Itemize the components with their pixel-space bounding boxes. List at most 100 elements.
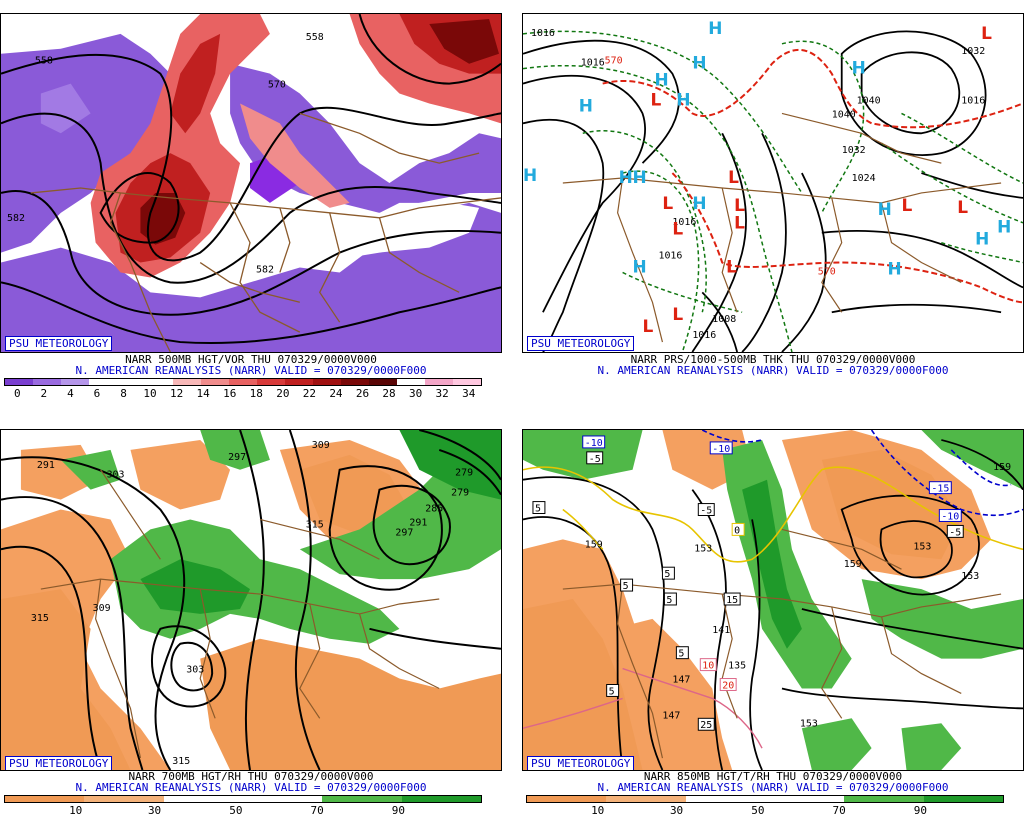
isobar-label: 1016	[961, 95, 985, 106]
moist-region	[742, 479, 802, 649]
colorbar-ticks: 10 30 50 70 90	[526, 805, 1004, 817]
dry-region	[821, 449, 962, 560]
moist-region	[110, 519, 400, 644]
colorbar-swatch	[425, 379, 453, 385]
colorbar-swatch	[117, 379, 145, 385]
contour-label: 279	[451, 488, 469, 499]
colorbar-swatch	[453, 379, 481, 385]
svg-text:H: H	[692, 193, 706, 213]
contour-label: 303	[107, 470, 125, 481]
colorbar-tick-label: 32	[435, 387, 449, 399]
panel-850mb-temp-rh: 159 153 159 153 147 141 153 135 147 153 …	[522, 421, 1024, 819]
colorbar-tick-label: 50	[229, 804, 243, 817]
svg-text:H: H	[997, 217, 1011, 237]
isobar-label: 1024	[852, 173, 876, 184]
colorbar-swatch	[173, 379, 201, 385]
svg-text:L: L	[672, 304, 683, 324]
contour-label: 279	[455, 468, 473, 479]
temp-label: 10	[702, 661, 714, 672]
isobar-label: 1032	[842, 145, 866, 156]
colorbar-swatch	[313, 379, 341, 385]
dry-region	[200, 638, 501, 770]
colorbar-swatch	[229, 379, 257, 385]
isobar-label: 1008	[712, 314, 736, 325]
contour-label: 297	[395, 527, 413, 538]
temp-label: 5	[664, 569, 670, 580]
moist-region	[60, 449, 121, 490]
temp-label: 25	[700, 720, 712, 731]
psu-badge: PSU METEOROLOGY	[527, 756, 635, 770]
temp-label: 5	[535, 504, 541, 515]
colorbar-swatch	[89, 379, 117, 385]
contour-label: 291	[409, 517, 427, 528]
contour-label: 147	[672, 675, 690, 686]
moist-region	[801, 718, 872, 770]
isobar-label: 1016	[692, 330, 716, 341]
map-pressure: 1016 1016 1032 1040 1040 1016 1032 1024 …	[522, 13, 1024, 353]
isobar-label: 1032	[961, 46, 985, 57]
contour-label: 153	[961, 571, 979, 582]
colorbar-tick-label: 28	[382, 387, 396, 399]
contour-label: 153	[694, 543, 712, 554]
high-pressure-centers: HHH HHH H HH HHH HH H	[523, 18, 1011, 279]
isobar-label: 1040	[832, 109, 856, 120]
colorbar-swatch	[685, 796, 765, 802]
colorbar-swatch	[369, 379, 397, 385]
svg-text:H: H	[692, 53, 706, 73]
isobar-label: 1016	[658, 251, 682, 262]
colorbar-swatch	[401, 796, 481, 802]
colorbar-swatch	[527, 796, 607, 802]
contour-label: 153	[913, 541, 931, 552]
svg-text:L: L	[981, 23, 992, 43]
panel-caption: NARR 500MB HGT/VOR THU 070329/0000V000	[125, 353, 377, 366]
temp-label: -10	[585, 438, 603, 449]
isobar-label: 1016	[531, 28, 555, 39]
colorbar-tick-label: 4	[67, 387, 74, 399]
colorbar-tick-label: 26	[355, 387, 370, 399]
contour-label: 558	[306, 32, 324, 43]
contour-label: 303	[186, 665, 204, 676]
colorbar	[4, 378, 482, 386]
colorbar-tick-label: 90	[913, 804, 927, 817]
rh850-map: 159 153 159 153 147 141 153 135 147 153 …	[523, 430, 1023, 770]
contour-label: 309	[93, 603, 111, 614]
contour-label: 558	[35, 56, 53, 67]
vor-positive-region	[240, 103, 350, 208]
colorbar-tick-label: 10	[69, 804, 83, 817]
isobar-label: 1040	[857, 95, 881, 106]
contour-label: 315	[306, 519, 324, 530]
psu-badge: PSU METEOROLOGY	[527, 336, 635, 351]
dry-region	[523, 599, 643, 770]
vor-negative-region	[40, 83, 91, 134]
contour-label: 285	[425, 504, 443, 515]
colorbar-swatch	[844, 796, 924, 802]
svg-text:L: L	[734, 213, 745, 233]
colorbar-swatch	[145, 379, 173, 385]
colorbar-tick-label: 50	[751, 804, 765, 817]
pressure-map: 1016 1016 1032 1040 1040 1016 1032 1024 …	[523, 18, 1023, 352]
svg-text:H: H	[633, 167, 647, 187]
colorbar-swatch	[61, 379, 89, 385]
contour-label: 291	[37, 460, 55, 471]
colorbar-swatch	[397, 379, 425, 385]
temp-label: 5	[623, 581, 629, 592]
colorbar-tick-label: 70	[832, 804, 846, 817]
temp-label: 5	[678, 649, 684, 660]
panel-valid-caption: N. AMERICAN REANALYSIS (NARR) VALID = 07…	[75, 364, 427, 377]
colorbar-tick-label: 34	[462, 387, 476, 399]
temp-label: -5	[949, 527, 961, 538]
temperature-labels: -10 -5 -10 5 -5 0 -15 -10 -5 5 5 5 15 10…	[532, 435, 964, 731]
colorbar-tick-label: 24	[329, 387, 343, 399]
svg-text:L: L	[650, 89, 661, 109]
colorbar	[526, 795, 1004, 803]
contour-label: 570	[268, 80, 286, 91]
panel-valid-caption: N. AMERICAN REANALYSIS (NARR) VALID = 07…	[597, 364, 949, 377]
colorbar-tick-label: 16	[223, 387, 237, 399]
colorbar-swatch	[341, 379, 369, 385]
thickness-label: 570	[605, 56, 623, 67]
colorbar-tick-label: 30	[408, 387, 423, 399]
svg-text:H: H	[878, 199, 892, 219]
colorbar-tick-label: 18	[249, 387, 263, 399]
map-500mb: 558 558 570 582 582 PSU METEOROLOGY	[0, 13, 502, 353]
svg-text:H: H	[708, 18, 722, 38]
